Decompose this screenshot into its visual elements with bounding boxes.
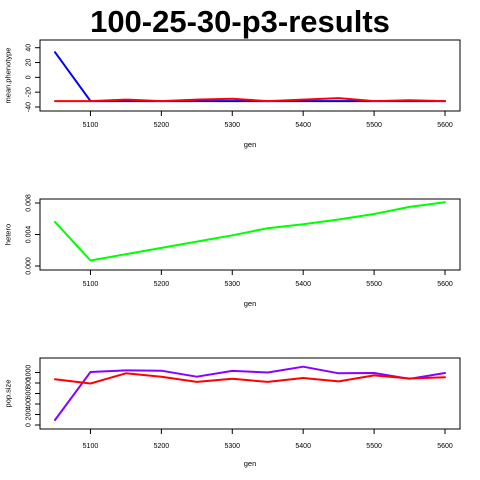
x-tick-label: 5600	[437, 443, 453, 450]
y-tick-label: 0	[26, 75, 33, 79]
y-axis-label: pop.size	[4, 380, 13, 408]
x-tick-label: 5200	[154, 281, 170, 288]
x-tick-label: 5100	[83, 122, 99, 129]
y-tick-label: 0.000	[26, 257, 33, 275]
x-tick-label: 5400	[295, 122, 311, 129]
y-tick-label: 400	[26, 398, 33, 410]
x-tick-label: 5100	[83, 443, 99, 450]
x-tick-label: 5600	[437, 122, 453, 129]
series-line-2	[54, 97, 446, 103]
y-tick-label: 0.008	[26, 194, 33, 212]
series-line-1	[54, 51, 446, 103]
y-tick-label: 800	[26, 377, 33, 389]
series-line-1	[54, 365, 446, 421]
series-line-2	[54, 372, 446, 385]
chart-title: 100-25-30-p3-results	[90, 4, 390, 39]
plot-panel-1: 5100 5200 5300 5400 5500 5600 -40 -20 0 20 40 gen me…	[4, 39, 461, 149]
x-tick-label: 5200	[154, 122, 170, 129]
x-tick-label: 5300	[224, 443, 240, 450]
y-tick-label: 200	[26, 409, 33, 421]
y-tick-label: 0	[26, 423, 33, 427]
y-tick-label: -40	[26, 102, 33, 112]
y-tick-label: 0.004	[26, 226, 33, 244]
x-axis-label: gen	[244, 459, 257, 468]
x-tick-label: 5400	[295, 443, 311, 450]
x-tick-label: 5300	[224, 122, 240, 129]
plot-panel-3: 5100 5200 5300 5400 5500 5600 0 200400600800100…	[4, 357, 461, 468]
plot-panel-2: 5100 5200 5300 5400 5500 5600 0.000 0.004 0.008 g…	[4, 194, 461, 308]
y-tick-label: 1000	[26, 365, 33, 381]
y-tick-label: 40	[26, 44, 33, 52]
plot-frame	[39, 357, 461, 430]
x-tick-label: 5500	[366, 443, 382, 450]
y-axis-label: mean.phenotype	[4, 48, 13, 104]
y-axis-label: hetero	[4, 224, 13, 245]
x-axis-label: gen	[244, 140, 257, 149]
x-tick-label: 5100	[83, 281, 99, 288]
x-tick-label: 5400	[295, 281, 311, 288]
series-line-1	[54, 201, 446, 262]
x-tick-label: 5500	[366, 281, 382, 288]
x-tick-label: 5600	[437, 281, 453, 288]
y-tick-label: -20	[26, 87, 33, 97]
x-axis-label: gen	[244, 299, 257, 308]
y-tick-label: 600	[26, 388, 33, 400]
x-tick-label: 5500	[366, 122, 382, 129]
x-tick-label: 5200	[154, 443, 170, 450]
plot-frame	[39, 39, 461, 112]
x-tick-label: 5300	[224, 281, 240, 288]
y-tick-label: 20	[26, 59, 33, 67]
